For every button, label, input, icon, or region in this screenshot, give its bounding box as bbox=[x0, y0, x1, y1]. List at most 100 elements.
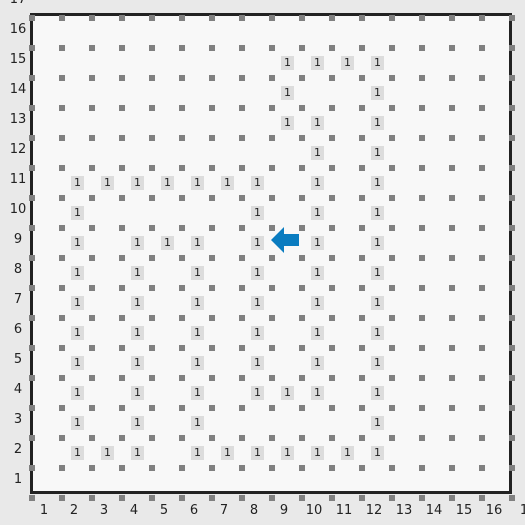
board-cell[interactable]: 1 bbox=[131, 296, 144, 310]
board-cell[interactable]: 1 bbox=[191, 236, 204, 250]
board-cell[interactable]: 1 bbox=[221, 176, 234, 190]
board-cell[interactable]: 1 bbox=[131, 386, 144, 400]
board-cell[interactable]: 1 bbox=[71, 266, 84, 280]
board-cell[interactable]: 1 bbox=[161, 236, 174, 250]
board-cell[interactable]: 1 bbox=[191, 176, 204, 190]
grid-dot bbox=[419, 495, 425, 501]
board-cell[interactable]: 1 bbox=[191, 326, 204, 340]
board-cell[interactable]: 1 bbox=[281, 56, 294, 70]
board-cell[interactable]: 1 bbox=[131, 326, 144, 340]
board-cell[interactable]: 1 bbox=[251, 386, 264, 400]
board-cell[interactable]: 1 bbox=[251, 326, 264, 340]
board-cell[interactable]: 1 bbox=[131, 356, 144, 370]
board-cell[interactable]: 1 bbox=[101, 176, 114, 190]
board-cell[interactable]: 1 bbox=[311, 56, 324, 70]
board-cell[interactable]: 1 bbox=[341, 56, 354, 70]
grid-dot bbox=[419, 465, 425, 471]
grid-dot bbox=[59, 15, 65, 21]
board-cell[interactable]: 1 bbox=[71, 236, 84, 250]
board-cell[interactable]: 1 bbox=[371, 386, 384, 400]
grid-dot bbox=[209, 165, 215, 171]
board-cell[interactable]: 1 bbox=[71, 296, 84, 310]
board-cell[interactable]: 1 bbox=[311, 356, 324, 370]
board-cell[interactable]: 1 bbox=[311, 146, 324, 160]
grid-dot bbox=[299, 75, 305, 81]
grid-dot bbox=[329, 105, 335, 111]
board-cell[interactable]: 1 bbox=[371, 86, 384, 100]
grid-dot bbox=[419, 255, 425, 261]
board-cell[interactable]: 1 bbox=[251, 266, 264, 280]
grid-dot bbox=[269, 135, 275, 141]
board-cell[interactable]: 1 bbox=[371, 326, 384, 340]
board-cell[interactable]: 1 bbox=[191, 296, 204, 310]
grid-dot bbox=[359, 435, 365, 441]
board-cell[interactable]: 1 bbox=[311, 326, 324, 340]
board-cell[interactable]: 1 bbox=[281, 446, 294, 460]
board-cell[interactable]: 1 bbox=[311, 176, 324, 190]
board-cell[interactable]: 1 bbox=[71, 416, 84, 430]
board-cell[interactable]: 1 bbox=[191, 416, 204, 430]
grid-dot bbox=[59, 165, 65, 171]
board-cell[interactable]: 1 bbox=[371, 206, 384, 220]
board-cell[interactable]: 1 bbox=[281, 386, 294, 400]
board-cell[interactable]: 1 bbox=[311, 386, 324, 400]
grid-dot bbox=[269, 75, 275, 81]
board-cell[interactable]: 1 bbox=[371, 446, 384, 460]
board-cell[interactable]: 1 bbox=[311, 206, 324, 220]
board-cell[interactable]: 1 bbox=[131, 176, 144, 190]
grid-dot bbox=[209, 15, 215, 21]
y-axis-label: 13 bbox=[9, 112, 27, 127]
board-cell[interactable]: 1 bbox=[251, 176, 264, 190]
board-cell[interactable]: 1 bbox=[131, 236, 144, 250]
board-cell[interactable]: 1 bbox=[251, 206, 264, 220]
board-cell[interactable]: 1 bbox=[371, 236, 384, 250]
board-cell[interactable]: 1 bbox=[371, 116, 384, 130]
grid-dot bbox=[359, 315, 365, 321]
grid-dot bbox=[209, 255, 215, 261]
board-cell[interactable]: 1 bbox=[71, 356, 84, 370]
grid-dot bbox=[329, 165, 335, 171]
game-board[interactable]: 1 1 1 1 1 1 1 1 1 1 1 1 1 1 1 1 1 1 1 1 1 1 1 1 1 1 1 1 1 1 1 1 1 1 1 1 1 1 1 1… bbox=[29, 13, 515, 501]
board-cell[interactable]: 1 bbox=[251, 236, 264, 250]
board-cell[interactable]: 1 bbox=[71, 176, 84, 190]
board-cell[interactable]: 1 bbox=[281, 116, 294, 130]
board-cell[interactable]: 1 bbox=[191, 266, 204, 280]
board-cell[interactable]: 1 bbox=[251, 296, 264, 310]
grid-dot bbox=[269, 435, 275, 441]
board-cell[interactable]: 1 bbox=[251, 356, 264, 370]
board-cell[interactable]: 1 bbox=[131, 446, 144, 460]
grid-dot bbox=[449, 405, 455, 411]
board-cell[interactable]: 1 bbox=[371, 416, 384, 430]
board-cell[interactable]: 1 bbox=[221, 446, 234, 460]
board-cell[interactable]: 1 bbox=[71, 206, 84, 220]
board-cell[interactable]: 1 bbox=[191, 446, 204, 460]
board-cell[interactable]: 1 bbox=[101, 446, 114, 460]
board-cell[interactable]: 1 bbox=[191, 386, 204, 400]
grid-dot bbox=[209, 75, 215, 81]
board-cell[interactable]: 1 bbox=[71, 446, 84, 460]
board-cell[interactable]: 1 bbox=[161, 176, 174, 190]
grid-dot bbox=[149, 465, 155, 471]
board-cell[interactable]: 1 bbox=[371, 56, 384, 70]
board-cell[interactable]: 1 bbox=[311, 446, 324, 460]
board-cell[interactable]: 1 bbox=[371, 356, 384, 370]
board-cell[interactable]: 1 bbox=[311, 236, 324, 250]
board-cell[interactable]: 1 bbox=[71, 326, 84, 340]
grid-dot bbox=[89, 345, 95, 351]
board-cell[interactable]: 1 bbox=[371, 296, 384, 310]
board-cell[interactable]: 1 bbox=[371, 266, 384, 280]
board-cell[interactable]: 1 bbox=[311, 116, 324, 130]
board-cell[interactable]: 1 bbox=[281, 86, 294, 100]
board-cell[interactable]: 1 bbox=[131, 416, 144, 430]
board-cell[interactable]: 1 bbox=[341, 446, 354, 460]
board-cell[interactable]: 1 bbox=[191, 356, 204, 370]
board-cell[interactable]: 1 bbox=[131, 266, 144, 280]
board-cell[interactable]: 1 bbox=[71, 386, 84, 400]
grid-dot bbox=[449, 375, 455, 381]
grid-dot bbox=[419, 45, 425, 51]
board-cell[interactable]: 1 bbox=[311, 266, 324, 280]
board-cell[interactable]: 1 bbox=[311, 296, 324, 310]
board-cell[interactable]: 1 bbox=[251, 446, 264, 460]
board-cell[interactable]: 1 bbox=[371, 176, 384, 190]
board-cell[interactable]: 1 bbox=[371, 146, 384, 160]
